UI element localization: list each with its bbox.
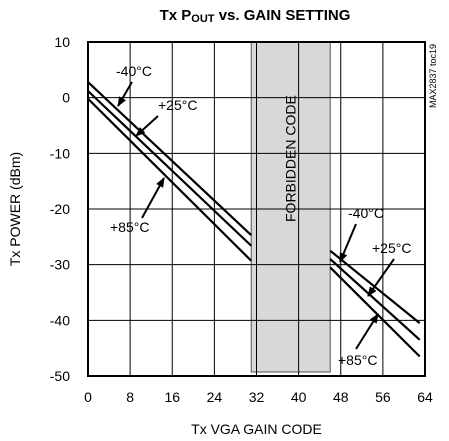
y-tick-label: 0 bbox=[62, 90, 70, 106]
annotation-label-right-p25: +25°C bbox=[372, 240, 411, 256]
y-tick-label: -50 bbox=[50, 368, 70, 384]
x-tick-label: 40 bbox=[291, 389, 307, 405]
series-line-85c-0 bbox=[87, 97, 253, 262]
plot-border bbox=[87, 41, 426, 377]
x-axis-label: Tx VGA GAIN CODE bbox=[191, 421, 322, 437]
series-annotations: -40°C +25°C +85°C -40°C +25°C +85°C bbox=[110, 63, 411, 368]
annotation-label-right-m40: -40°C bbox=[348, 205, 384, 221]
annotation-label-right-p85: +85°C bbox=[338, 352, 377, 368]
annotation-arrow-right-m40 bbox=[339, 223, 357, 263]
annotation-label-left-p25: +25°C bbox=[158, 97, 197, 113]
series-line-25c-0 bbox=[87, 90, 252, 247]
y-tick-label: -20 bbox=[50, 201, 70, 217]
y-tick-label: 10 bbox=[54, 34, 70, 50]
x-tick-label: 32 bbox=[249, 389, 265, 405]
annotation-arrow-left-m40 bbox=[117, 81, 133, 107]
forbidden-region-label: FORBIDDEN CODE bbox=[283, 95, 299, 222]
figure-code-label: MAX2837 toc19 bbox=[428, 44, 438, 108]
y-tick-label: -10 bbox=[50, 145, 70, 161]
chart-title: Tx POUT vs. GAIN SETTING bbox=[160, 7, 351, 25]
y-tick-labels: 10 0 -10 -20 -30 -40 -50 bbox=[50, 34, 70, 384]
annotation-label-left-m40: -40°C bbox=[116, 63, 152, 79]
annotation-arrow-left-p25 bbox=[135, 115, 159, 137]
y-tick-label: -30 bbox=[50, 257, 70, 273]
y-tick-label: -40 bbox=[50, 312, 70, 328]
annotation-arrow-left-p85 bbox=[141, 177, 165, 219]
x-tick-label: 0 bbox=[84, 389, 92, 405]
x-tick-labels: 0 8 16 24 32 40 48 56 64 bbox=[84, 389, 433, 405]
series-line-40c-0 bbox=[87, 81, 252, 236]
x-tick-label: 48 bbox=[333, 389, 349, 405]
series-line-25c-1 bbox=[329, 258, 421, 341]
annotation-label-left-p85: +85°C bbox=[110, 219, 149, 235]
x-tick-label: 64 bbox=[417, 389, 433, 405]
y-axis-label: Tx POWER (dBm) bbox=[7, 152, 23, 266]
x-tick-label: 8 bbox=[126, 389, 134, 405]
x-tick-label: 16 bbox=[164, 389, 180, 405]
forbidden-code-region bbox=[250, 41, 331, 373]
series-line-85c-1 bbox=[329, 266, 421, 358]
x-tick-label: 56 bbox=[375, 389, 391, 405]
annotation-arrow-right-p25 bbox=[367, 258, 395, 297]
x-tick-label: 24 bbox=[207, 389, 223, 405]
annotation-arrow-right-p85 bbox=[355, 313, 379, 350]
